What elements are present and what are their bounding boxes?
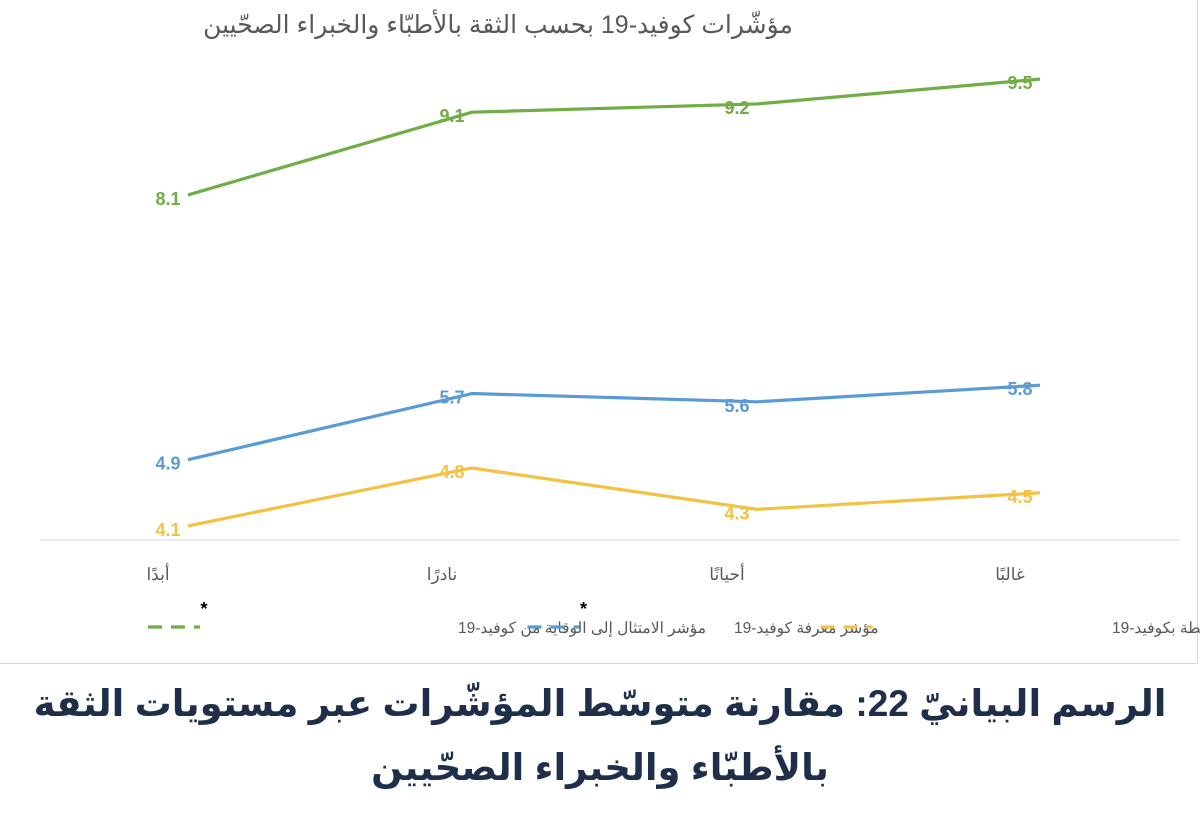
data-label: 9.2 [724,98,749,118]
figure-caption: الرسم البيانيّ 22: مقارنة متوسّط المؤشّر… [33,683,1167,788]
data-label: 4.3 [724,503,749,523]
chart-title: مؤشّرات كوفيد-19 بحسب الثقة بالأطبّاء وا… [203,8,793,40]
series-line-3 [187,466,1041,528]
series-line-1 [187,77,1041,197]
line-chart: مؤشّرات كوفيد-19 بحسب الثقة بالأطبّاء وا… [40,8,1200,637]
data-label: 5.8 [1007,379,1032,399]
x-tick-label: أحيانًا [709,563,744,584]
chart-frame [0,0,1198,664]
x-tick-label: أبدًا [146,563,169,584]
data-label: 5.6 [724,396,749,416]
data-label: 9.5 [1007,73,1032,93]
legend-item-2: مؤشر معرفة كوفيد-19 * [527,599,879,637]
legend-label: مؤشر الخرافات المرتبطة بكوفيد-19 [1112,620,1200,637]
legend-item-3: مؤشر الخرافات المرتبطة بكوفيد-19 [820,620,1200,637]
data-label: 4.5 [1007,487,1032,507]
series-line-2 [187,383,1041,462]
legend-asterisk: * [580,599,587,619]
data-label: 4.1 [155,520,180,540]
x-tick-label: غالبًا [995,565,1025,584]
legend: مؤشر الامتثال إلى الوقاية من كوفيد-19*مؤ… [147,599,1200,637]
legend-item-1: مؤشر الامتثال إلى الوقاية من كوفيد-19* [147,599,706,637]
data-label: 4.9 [155,454,180,474]
data-label: 4.8 [439,462,464,482]
data-label: 9.1 [439,106,464,126]
legend-label: مؤشر الامتثال إلى الوقاية من كوفيد-19 [458,620,706,637]
data-label: 5.7 [439,388,464,408]
plot-area: أبدًا نادرًا أحيانًا غالبًا 8.1 9.1 9.2 9.5 4.9 5… [40,73,1180,585]
legend-label: مؤشر معرفة كوفيد-19 [734,620,879,637]
x-tick-label: نادرًا [427,565,457,585]
legend-asterisk: * [200,599,207,619]
data-label: 8.1 [155,189,180,209]
